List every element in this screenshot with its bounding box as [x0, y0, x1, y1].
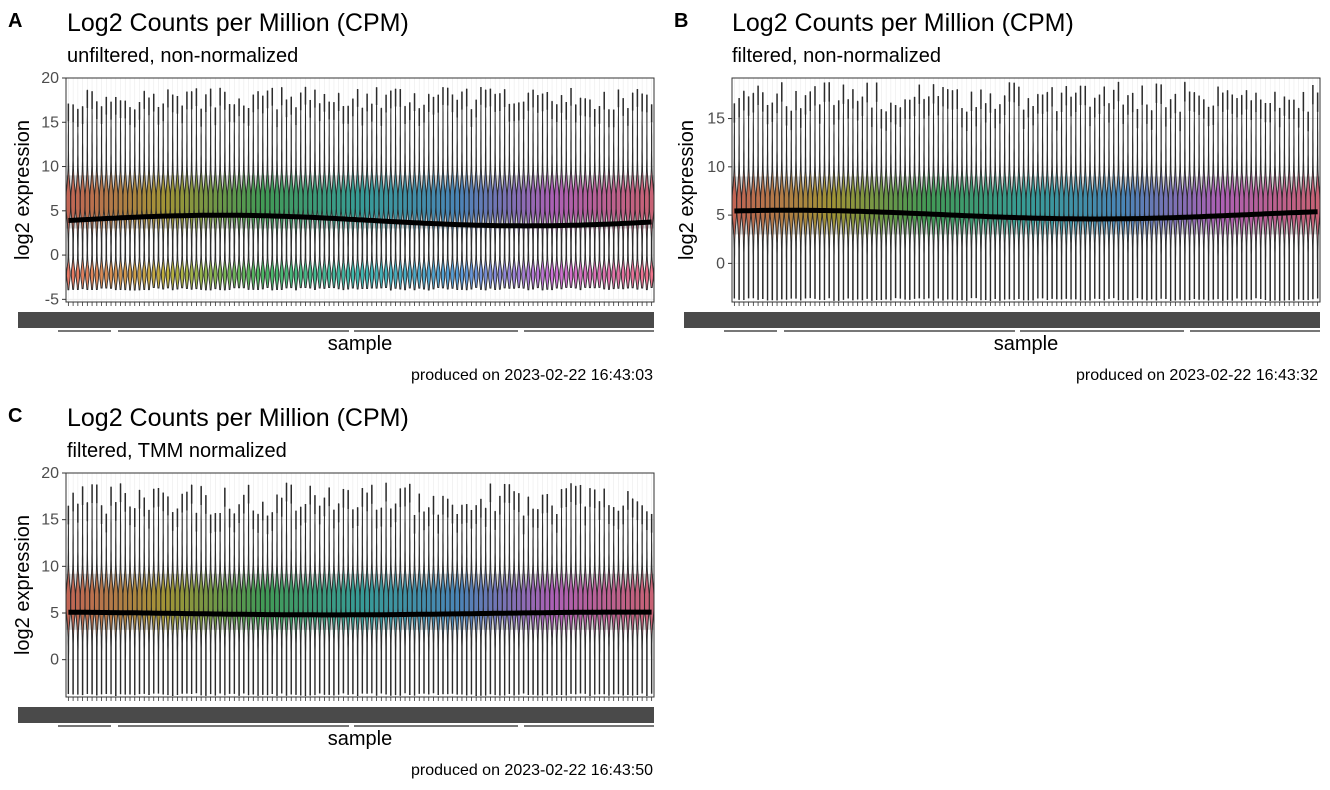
violin — [482, 507, 489, 696]
y-tick-label: 0 — [716, 255, 725, 272]
x-tick-labels-overlap — [18, 707, 654, 723]
x-axis-label: sample — [328, 728, 392, 750]
median-line — [68, 212, 652, 229]
chart-caption: produced on 2023-02-22 16:43:50 — [411, 762, 653, 779]
violin — [378, 507, 385, 694]
violin — [1044, 91, 1051, 300]
violin — [198, 108, 204, 290]
y-axis-label: log2 expression — [12, 120, 34, 260]
panel-tag: A — [8, 10, 22, 32]
violin — [864, 82, 870, 299]
violin — [854, 100, 861, 300]
chart-subtitle: filtered, TMM normalized — [67, 440, 287, 462]
plot-area: -5 0 5 10 15 20 — [18, 70, 655, 332]
y-tick-label: -5 — [45, 291, 59, 308]
x-axis-label: sample — [328, 333, 392, 355]
violin — [1215, 86, 1221, 300]
y-tick-label: 20 — [41, 465, 59, 482]
chart-subtitle: unfiltered, non-normalized — [67, 45, 298, 67]
violin — [188, 91, 195, 290]
y-tick-label: 5 — [716, 207, 725, 224]
x-ticks — [684, 302, 1320, 332]
panel-c: C Log2 Counts per Million (CPM) filtered… — [8, 404, 655, 779]
panel-b: B Log2 Counts per Million (CPM) filtered… — [674, 9, 1321, 384]
y-tick-label: 10 — [41, 159, 59, 176]
violin — [75, 503, 81, 695]
y-tick-label: 15 — [707, 111, 725, 128]
y-axis-label: log2 expression — [12, 515, 34, 655]
y-tick-label: 5 — [50, 203, 59, 220]
violin — [774, 93, 780, 301]
violins — [65, 86, 655, 291]
median-line — [734, 207, 1318, 222]
panel-tag: C — [8, 405, 22, 427]
y-tick-label: 15 — [41, 512, 59, 529]
violin — [369, 484, 375, 694]
panel-a: A Log2 Counts per Million (CPM) unfilter… — [8, 9, 655, 384]
violin — [165, 89, 171, 289]
x-ticks — [18, 302, 654, 332]
violin — [459, 504, 465, 695]
violin — [750, 92, 757, 299]
density-shade — [732, 176, 1320, 235]
panel-border — [731, 77, 1321, 303]
panel-tag: B — [674, 10, 688, 32]
plot-area: 0 5 10 15 20 — [18, 465, 655, 727]
violin — [1125, 94, 1131, 300]
violins — [65, 482, 655, 697]
y-axis-label: log2 expression — [676, 120, 698, 260]
y-tick-label: 15 — [41, 114, 59, 131]
violin — [335, 92, 342, 290]
violin — [1068, 96, 1074, 300]
violin — [629, 498, 636, 696]
violin — [255, 91, 261, 291]
violin — [108, 486, 114, 695]
violin — [897, 107, 904, 299]
density-shade — [66, 573, 654, 630]
median-line — [68, 609, 652, 618]
violin — [222, 487, 228, 696]
violin — [198, 485, 204, 696]
chart-caption: produced on 2023-02-22 16:43:32 — [1076, 367, 1318, 384]
x-tick-labels-overlap — [684, 312, 1320, 328]
violin — [798, 108, 804, 301]
violin — [369, 103, 375, 289]
y-tick-label: 10 — [41, 558, 59, 575]
violin — [335, 503, 342, 695]
y-tick-label: 0 — [50, 652, 59, 669]
x-ticks — [18, 697, 654, 727]
violin — [954, 89, 960, 301]
y-tick-label: 10 — [707, 159, 725, 176]
panel-border — [65, 472, 655, 698]
chart-title: Log2 Counts per Million (CPM) — [67, 404, 409, 432]
violin — [165, 496, 171, 696]
y-tick-label: 0 — [50, 247, 59, 264]
chart-title: Log2 Counts per Million (CPM) — [67, 9, 409, 37]
violin — [1248, 100, 1254, 300]
violin — [741, 90, 747, 301]
violin — [279, 87, 285, 291]
violin — [345, 489, 351, 695]
violin — [279, 497, 285, 694]
y-tick-label: 20 — [41, 70, 59, 87]
y-tick-label: 5 — [50, 605, 59, 622]
violin — [1001, 95, 1008, 300]
plot-area: 0 5 10 15 — [684, 77, 1321, 332]
chart-subtitle: filtered, non-normalized — [732, 45, 941, 67]
chart-caption: produced on 2023-02-22 16:43:03 — [411, 367, 653, 384]
violin — [1295, 107, 1302, 300]
panel-border — [65, 77, 655, 303]
violins — [731, 81, 1321, 301]
violin — [525, 496, 532, 696]
violin — [1101, 86, 1107, 301]
x-tick-labels-overlap — [18, 312, 654, 328]
violin — [582, 506, 588, 694]
violin — [231, 104, 238, 289]
chart-title: Log2 Counts per Million (CPM) — [732, 9, 1074, 37]
x-axis-label: sample — [994, 333, 1058, 355]
